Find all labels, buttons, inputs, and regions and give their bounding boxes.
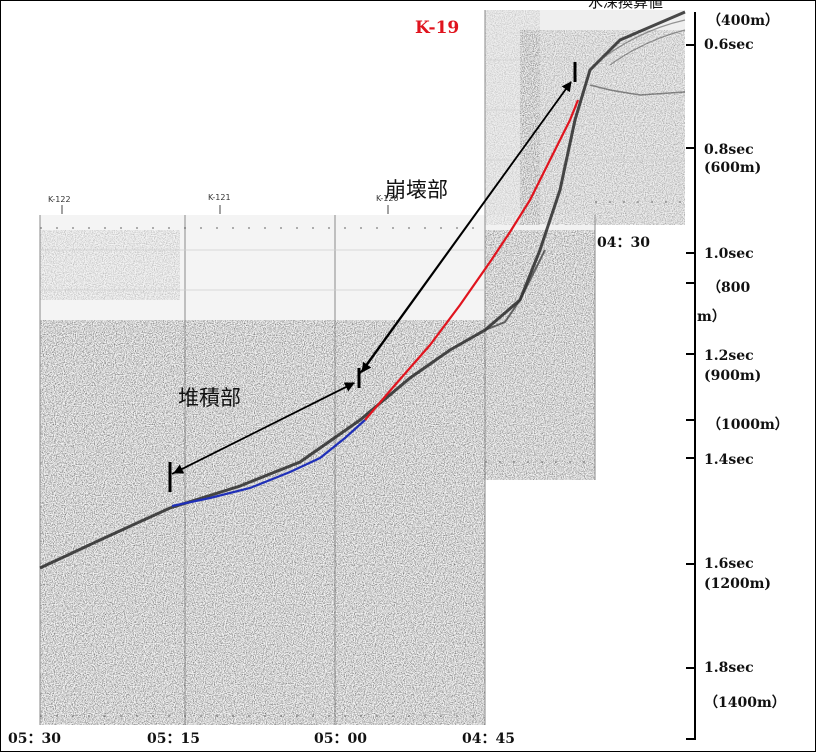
depth-label-1000m: （1000m） [707, 417, 789, 433]
deposit-zone-label: 堆積部 [178, 386, 241, 410]
track-mark-k121: K-121 [208, 193, 231, 202]
track-mark-ticks [61, 205, 389, 214]
deposit-reflector-line [171, 419, 366, 508]
tick-label-1-6sec: 1.6sec [704, 556, 754, 572]
depth-label-900m: (900m) [704, 368, 762, 384]
depth-label-800m-b: m） [697, 309, 726, 325]
tick-label-1-2sec: 1.2sec [704, 348, 754, 364]
collapse-span-arrow [357, 62, 577, 388]
collapse-reflector-line [364, 99, 580, 421]
tick-label-0-6sec: 0.6sec [704, 37, 754, 53]
depth-conversion-heading: 水深換算値 [588, 0, 664, 11]
record-panels [40, 10, 685, 725]
deposit-span-arrow [168, 382, 355, 492]
depth-scale-axis [686, 12, 696, 740]
record-grid [39, 10, 685, 725]
time-label-0445: 04：45 [462, 731, 515, 747]
time-label-0515: 05：15 [147, 731, 200, 747]
depth-label-1400m: （1400m） [704, 695, 786, 711]
seafloor-reflector [39, 10, 686, 570]
depth-label-800m-a: （800 [707, 280, 751, 296]
tick-label-1-0sec: 1.0sec [704, 246, 754, 262]
track-mark-k122: K-122 [48, 195, 71, 204]
time-label-0530: 05：30 [8, 731, 61, 747]
tick-label-1-8sec: 1.8sec [704, 660, 754, 676]
survey-line-label: K-19 [415, 18, 460, 38]
depth-label-1200m: (1200m) [704, 576, 772, 592]
depth-label-400m: （400m） [707, 13, 780, 29]
depth-label-600m: (600m) [704, 160, 762, 176]
track-mark-k120: K-120 [376, 194, 399, 203]
collapse-zone-label: 崩壊部 [385, 178, 448, 202]
tick-label-0-8sec: 0.8sec [704, 142, 754, 158]
time-label-0430: 04：30 [597, 235, 650, 251]
tick-label-1-4sec: 1.4sec [704, 452, 754, 468]
time-label-0500: 05：00 [314, 731, 367, 747]
